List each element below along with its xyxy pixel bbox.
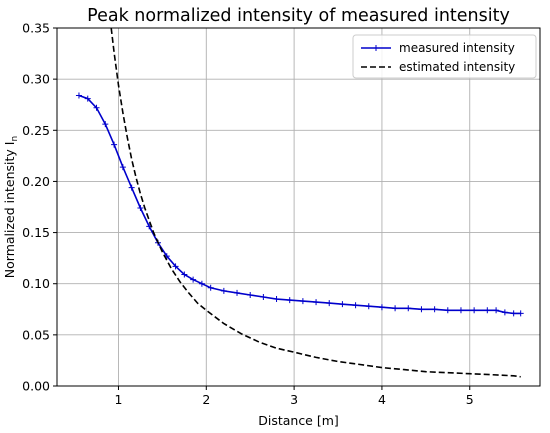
y-tick-label: 0.20: [22, 174, 50, 189]
data-point: [247, 291, 254, 298]
data-point: [84, 95, 91, 102]
y-tick-label: 0.35: [22, 21, 50, 36]
data-point: [326, 300, 333, 307]
data-point: [137, 205, 144, 212]
data-point: [392, 305, 399, 312]
y-tick-label: 0.00: [22, 379, 50, 394]
x-tick-label: 2: [202, 392, 210, 407]
data-point: [517, 310, 524, 317]
legend-label: estimated intensity: [399, 60, 515, 74]
series-layer: [75, 28, 524, 378]
data-point: [501, 309, 508, 316]
grid: [57, 27, 540, 387]
chart-title: Peak normalized intensity of measured in…: [87, 6, 510, 26]
series-measured: [75, 92, 524, 317]
y-tick-label: 0.15: [22, 225, 50, 240]
data-point: [75, 92, 82, 99]
data-point: [365, 303, 372, 310]
data-point: [299, 298, 306, 305]
y-axis-label-text: Normalized intensity I: [2, 142, 17, 279]
data-point: [234, 289, 241, 296]
series-line: [78, 94, 521, 315]
legend-marker: [373, 45, 379, 51]
series-line: [110, 28, 521, 378]
x-axis-label: Distance [m]: [258, 413, 339, 428]
y-tick-label: 0.10: [22, 276, 50, 291]
data-point: [93, 104, 100, 111]
y-tick-label: 0.25: [22, 123, 50, 138]
data-point: [313, 299, 320, 306]
data-point: [484, 307, 491, 314]
x-tick-label: 1: [114, 392, 122, 407]
legend[interactable]: measured intensity estimated intensity: [352, 34, 537, 79]
data-point: [172, 263, 179, 270]
y-axis-label: Normalized intensity In: [2, 136, 20, 278]
data-point: [471, 307, 478, 314]
x-tick-label: 3: [290, 392, 298, 407]
data-point: [190, 276, 197, 283]
data-point: [260, 294, 267, 301]
data-point: [405, 305, 412, 312]
y-tick-label: 0.30: [22, 72, 50, 87]
data-point: [339, 301, 346, 308]
data-point: [431, 306, 438, 313]
legend-entry[interactable]: measured intensity: [361, 41, 515, 55]
data-point: [207, 284, 214, 291]
data-point: [220, 287, 227, 294]
data-point: [273, 296, 280, 303]
plot-frame: [56, 27, 541, 387]
data-point: [493, 307, 500, 314]
data-point: [510, 310, 517, 317]
axis-ticks: 1 2 3 4 5 0.00 0.05 0.10 0.15 0.20 0.25 0.30 0.35: [22, 21, 474, 408]
y-axis-label-subscript: n: [10, 136, 20, 142]
x-tick-label: 5: [466, 392, 474, 407]
legend-label: measured intensity: [399, 41, 515, 55]
data-point: [457, 307, 464, 314]
data-point: [378, 304, 385, 311]
data-point: [128, 184, 135, 191]
series-estimated: [110, 28, 521, 378]
data-point: [418, 306, 425, 313]
legend-box: [352, 34, 537, 79]
data-point: [444, 307, 451, 314]
y-tick-label: 0.05: [22, 327, 50, 342]
data-point: [286, 297, 293, 304]
x-tick-label: 4: [378, 392, 386, 407]
data-point: [198, 280, 205, 287]
data-point: [352, 302, 359, 309]
data-point: [111, 141, 118, 148]
data-point: [181, 271, 188, 278]
legend-entry[interactable]: estimated intensity: [361, 60, 515, 74]
data-point: [102, 121, 109, 128]
data-point: [119, 164, 126, 171]
